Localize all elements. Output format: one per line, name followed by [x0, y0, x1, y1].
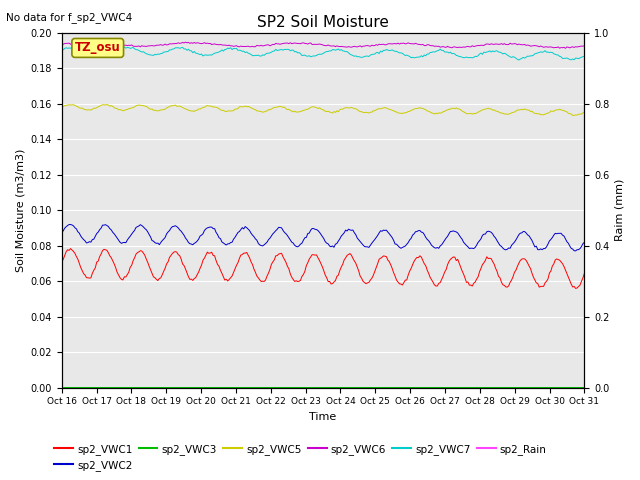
- Text: No data for f_sp2_VWC4: No data for f_sp2_VWC4: [6, 12, 132, 23]
- X-axis label: Time: Time: [309, 412, 337, 422]
- Title: SP2 Soil Moisture: SP2 Soil Moisture: [257, 15, 389, 30]
- Text: TZ_osu: TZ_osu: [75, 41, 120, 54]
- Y-axis label: Raim (mm): Raim (mm): [615, 179, 625, 241]
- Y-axis label: Soil Moisture (m3/m3): Soil Moisture (m3/m3): [15, 148, 25, 272]
- Legend: sp2_VWC1, sp2_VWC2, sp2_VWC3, sp2_VWC5, sp2_VWC6, sp2_VWC7, sp2_Rain: sp2_VWC1, sp2_VWC2, sp2_VWC3, sp2_VWC5, …: [50, 439, 551, 475]
